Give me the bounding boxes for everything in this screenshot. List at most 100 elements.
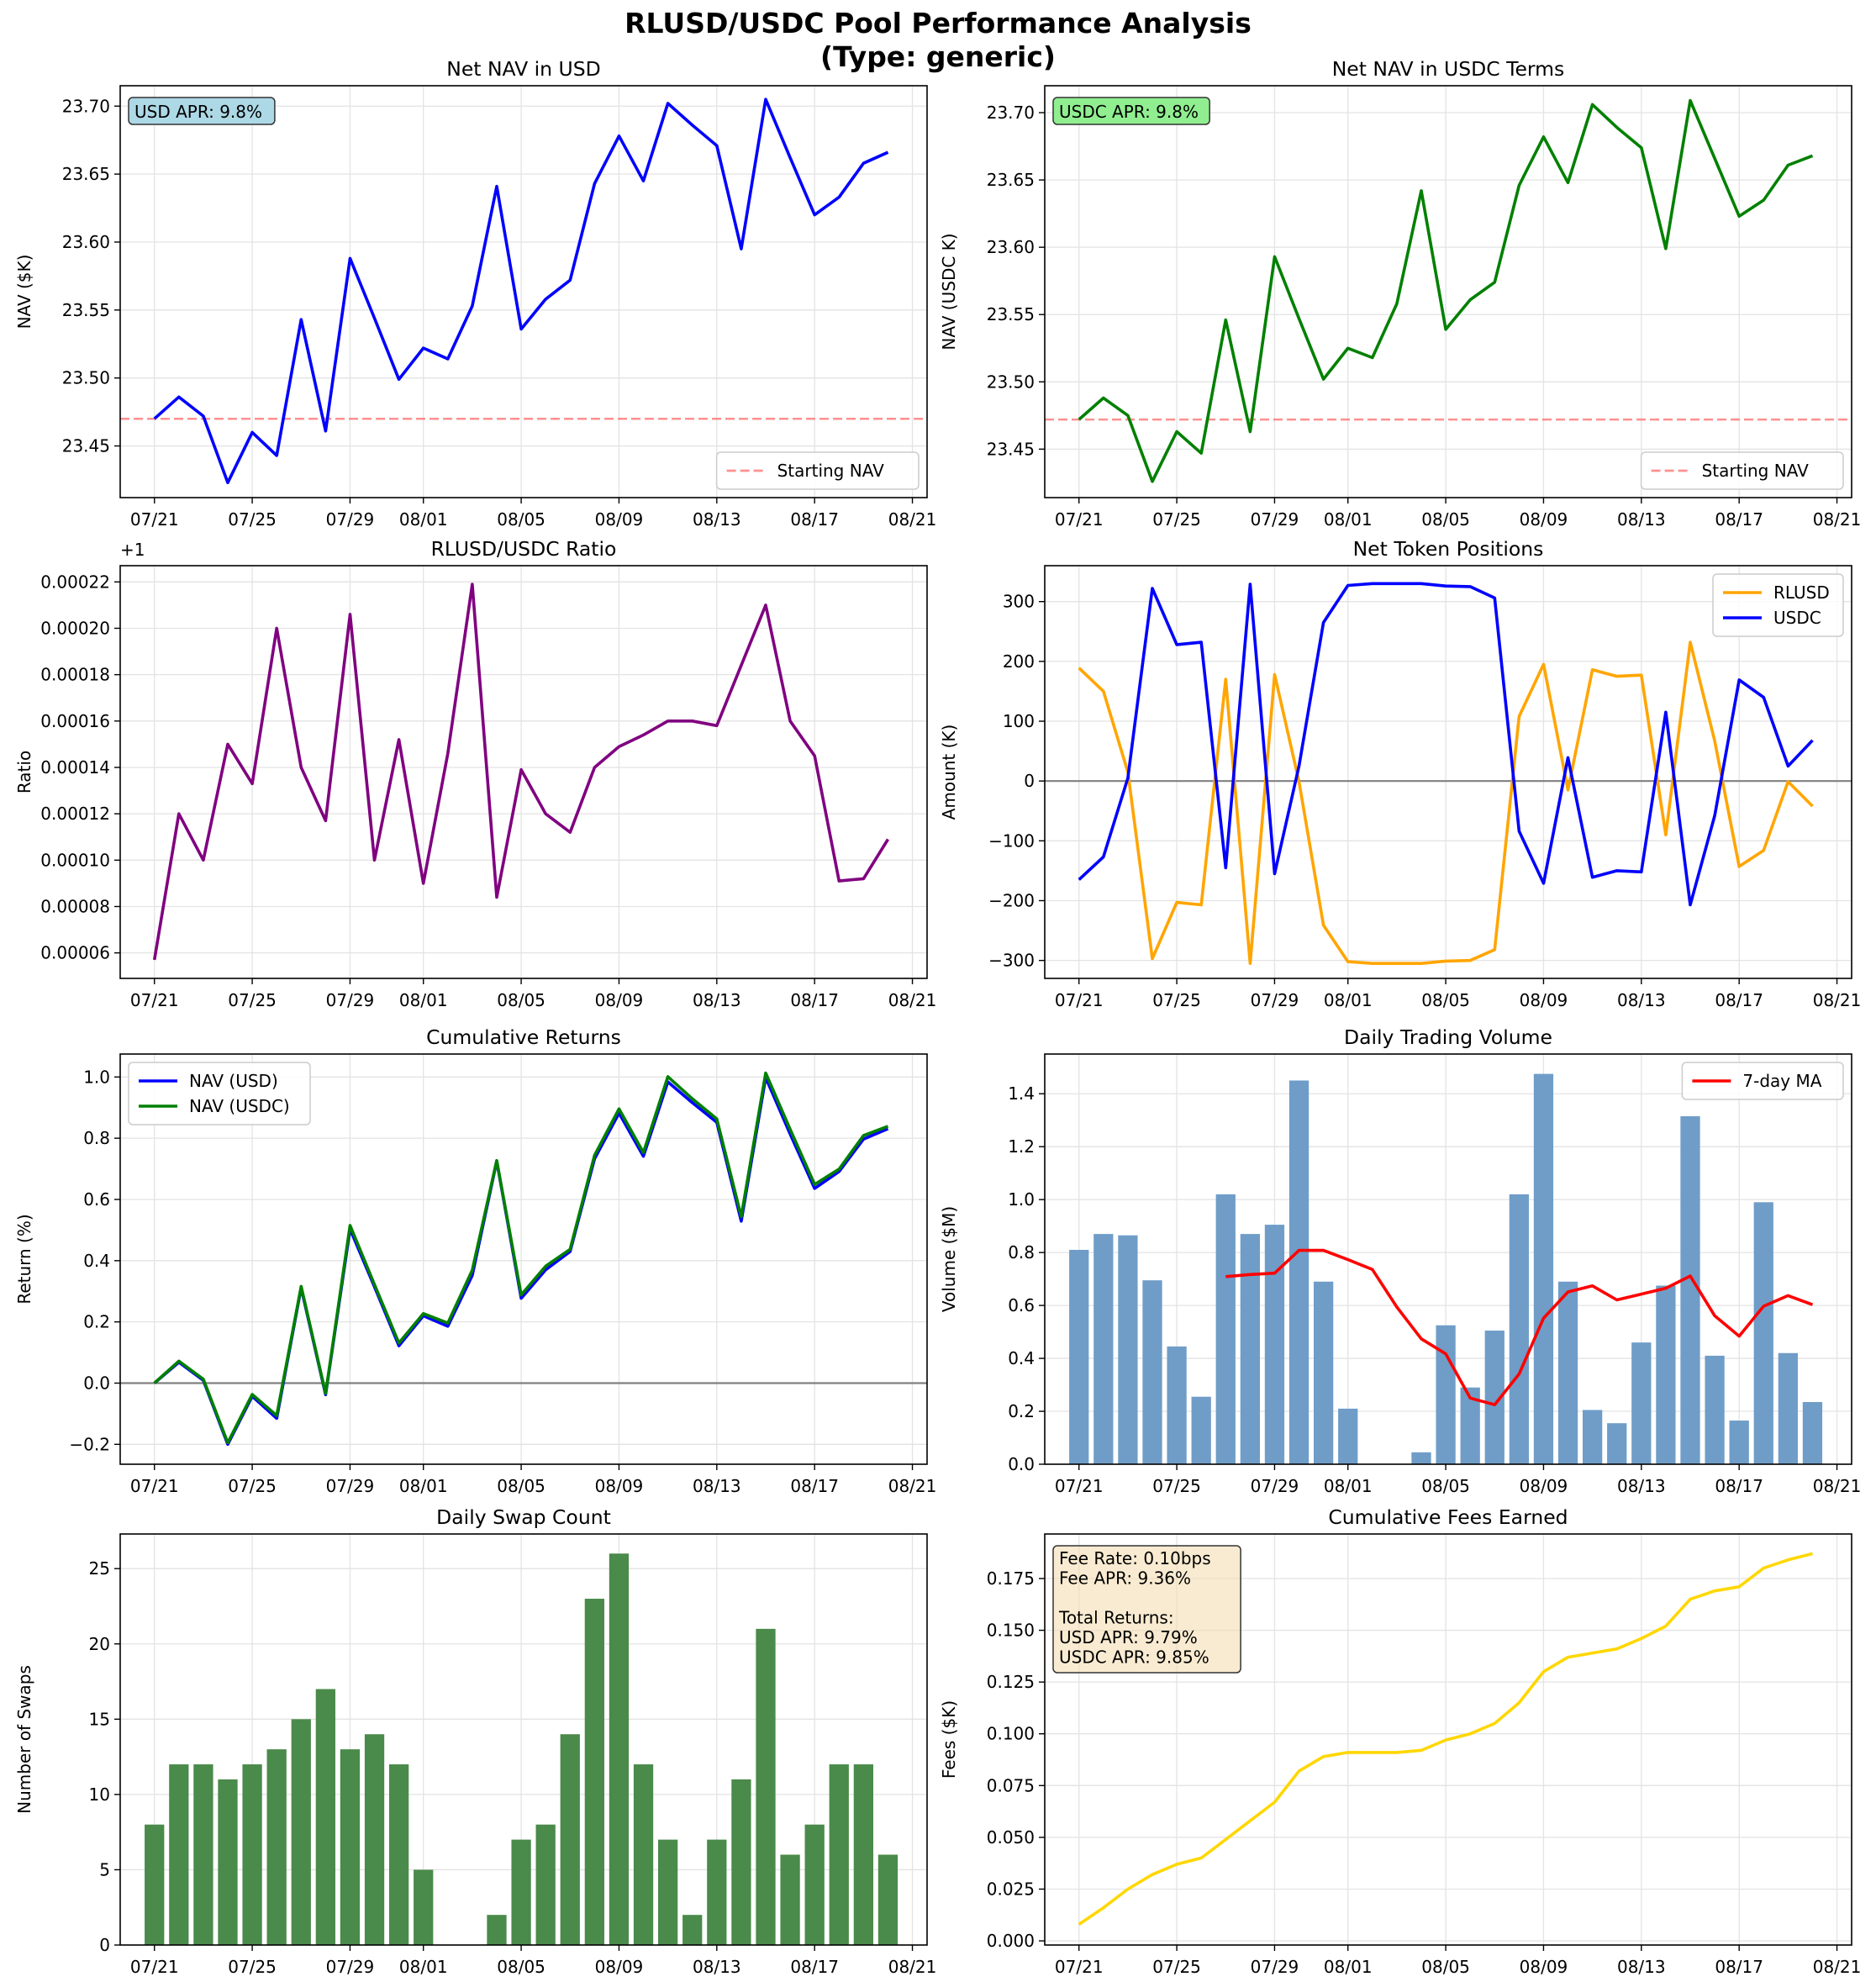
y-tick-label: 0.00006 bbox=[40, 943, 110, 963]
x-tick-label: 07/25 bbox=[1152, 1476, 1201, 1496]
x-tick-label: 08/01 bbox=[1324, 990, 1373, 1010]
y-tick-label: 23.50 bbox=[987, 372, 1035, 392]
x-tick-label: 08/09 bbox=[1520, 1476, 1568, 1496]
bar bbox=[1142, 1280, 1162, 1464]
x-tick-label: 08/05 bbox=[497, 509, 545, 530]
x-tick-label: 08/01 bbox=[1324, 1957, 1373, 1977]
y-tick-label: 300 bbox=[1003, 592, 1035, 612]
axes-frame bbox=[1044, 1053, 1852, 1465]
series-line-0 bbox=[1078, 1552, 1813, 1926]
bar bbox=[1557, 1281, 1578, 1464]
bar bbox=[1753, 1202, 1773, 1464]
bar bbox=[364, 1734, 385, 1945]
bar bbox=[1656, 1285, 1676, 1464]
x-tick-label: 08/17 bbox=[790, 1957, 839, 1977]
chart-nav_usd: 23.45 23.50 23.55 23.60 23.65 23.70 07/21 07/25… bbox=[14, 57, 936, 530]
x-tick-label: 08/21 bbox=[888, 1476, 937, 1496]
x-tick-label: 08/13 bbox=[1617, 1476, 1666, 1496]
legend-frame bbox=[1640, 451, 1844, 490]
bar bbox=[414, 1869, 434, 1945]
x-tick-label: 07/25 bbox=[228, 509, 277, 530]
bar bbox=[1460, 1387, 1480, 1464]
x-tick-label: 08/01 bbox=[1324, 1476, 1373, 1496]
y-tick-label: 23.45 bbox=[987, 439, 1035, 459]
bar bbox=[1533, 1073, 1554, 1464]
x-tick-label: 08/05 bbox=[497, 990, 545, 1010]
y-tick-label: 23.70 bbox=[987, 103, 1035, 123]
y-axis-label: Number of Swaps bbox=[14, 1665, 34, 1814]
offset-label: +1 bbox=[120, 540, 145, 560]
bar bbox=[1802, 1402, 1823, 1464]
bar bbox=[1705, 1355, 1725, 1464]
x-tick-label: 08/01 bbox=[399, 509, 448, 530]
annotation-line: USD APR: 9.79% bbox=[1059, 1627, 1198, 1647]
x-tick-label: 08/17 bbox=[790, 990, 839, 1010]
x-tick-label: 08/17 bbox=[1715, 1476, 1763, 1496]
bar bbox=[780, 1854, 800, 1945]
x-tick-label: 08/01 bbox=[399, 990, 448, 1010]
bar bbox=[1436, 1325, 1456, 1464]
bar bbox=[487, 1915, 507, 1945]
x-tick-label: 07/25 bbox=[228, 1957, 277, 1977]
x-tick-label: 07/29 bbox=[326, 990, 375, 1010]
x-tick-label: 08/21 bbox=[1813, 1476, 1862, 1496]
y-tick-label: 1.0 bbox=[1008, 1189, 1035, 1210]
legend-frame bbox=[128, 1062, 311, 1125]
x-tick-label: 08/01 bbox=[399, 1957, 448, 1977]
bar bbox=[658, 1839, 678, 1945]
y-tick-label: 25 bbox=[89, 1558, 110, 1579]
series-line-usdc bbox=[1078, 582, 1814, 907]
axes-frame bbox=[1044, 1533, 1852, 1946]
bar bbox=[707, 1839, 727, 1945]
x-tick-label: 07/21 bbox=[130, 509, 179, 530]
y-tick-label: −200 bbox=[988, 890, 1035, 910]
y-tick-label: 1.0 bbox=[83, 1067, 110, 1087]
x-tick-label: 07/21 bbox=[130, 1957, 179, 1977]
bar bbox=[1118, 1235, 1138, 1464]
legend-label: RLUSD bbox=[1773, 582, 1830, 603]
bar bbox=[1093, 1234, 1114, 1464]
x-tick-label: 08/17 bbox=[1715, 1957, 1763, 1977]
y-tick-label: 0.8 bbox=[1008, 1242, 1035, 1262]
bar bbox=[731, 1779, 751, 1945]
chart-title: Net Token Positions bbox=[1353, 537, 1544, 561]
x-tick-label: 08/21 bbox=[888, 990, 937, 1010]
bar bbox=[1631, 1342, 1652, 1464]
y-axis-label: Return (%) bbox=[14, 1214, 34, 1304]
bar bbox=[340, 1749, 361, 1945]
bar bbox=[535, 1824, 556, 1945]
chart-title: Daily Trading Volume bbox=[1344, 1025, 1552, 1049]
bar bbox=[560, 1734, 580, 1945]
bar bbox=[1338, 1408, 1358, 1464]
x-tick-label: 08/09 bbox=[1520, 990, 1568, 1010]
figure-title-line2: (Type: generic) bbox=[820, 40, 1056, 73]
series-line-7-day-ma bbox=[1225, 1248, 1814, 1406]
chart-title: Net NAV in USD bbox=[446, 57, 601, 81]
bar bbox=[804, 1824, 825, 1945]
x-tick-label: 07/25 bbox=[228, 1476, 277, 1496]
bar bbox=[1729, 1421, 1749, 1464]
legend: Starting NAV bbox=[1640, 451, 1844, 490]
bar bbox=[1191, 1396, 1211, 1464]
x-tick-label: 08/05 bbox=[1421, 990, 1470, 1010]
bar bbox=[511, 1839, 531, 1945]
y-tick-label: 23.45 bbox=[62, 436, 110, 456]
x-tick-label: 08/09 bbox=[1520, 1957, 1568, 1977]
bar bbox=[1484, 1331, 1504, 1464]
series-line-rlusd bbox=[1078, 640, 1814, 965]
y-tick-label: 23.65 bbox=[62, 164, 110, 184]
x-tick-label: 07/25 bbox=[1152, 509, 1201, 530]
chart-title: RLUSD/USDC Ratio bbox=[431, 537, 617, 561]
bar bbox=[829, 1764, 849, 1945]
y-tick-label: 0.125 bbox=[987, 1672, 1035, 1692]
x-tick-label: 07/25 bbox=[1152, 990, 1201, 1010]
bar bbox=[169, 1764, 189, 1945]
x-tick-label: 07/21 bbox=[1055, 990, 1104, 1010]
axes-frame bbox=[119, 565, 928, 979]
x-tick-label: 07/25 bbox=[228, 990, 277, 1010]
chart-title: Net NAV in USDC Terms bbox=[1332, 57, 1565, 81]
y-tick-label: 0.4 bbox=[1008, 1348, 1035, 1368]
y-axis-label: NAV ($K) bbox=[14, 255, 34, 329]
x-tick-label: 08/09 bbox=[595, 1957, 644, 1977]
bar bbox=[242, 1764, 262, 1945]
